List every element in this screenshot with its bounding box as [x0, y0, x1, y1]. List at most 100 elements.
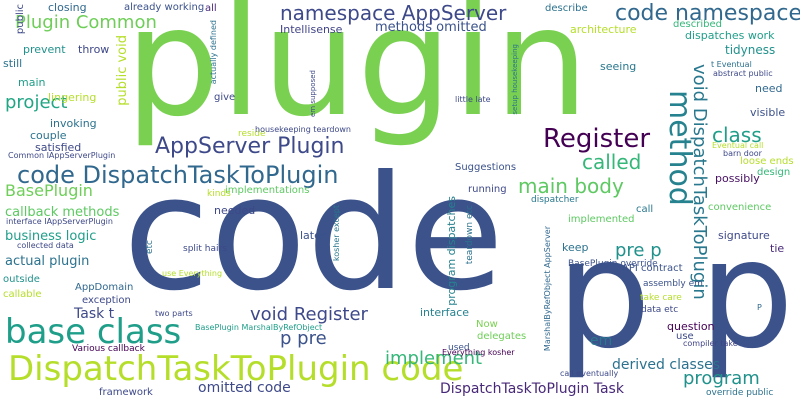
- word-delegates: delegates: [477, 331, 527, 342]
- word-common-iappserverplugin: Common IAppServerPlugin: [8, 151, 116, 160]
- word-now: Now: [476, 319, 498, 330]
- word-teardown-etc: teardown etc: [465, 205, 475, 265]
- word-needed: needed: [214, 204, 256, 217]
- word-appdomain: AppDomain: [75, 282, 134, 293]
- word-code: code: [123, 142, 505, 326]
- word-barn-door: barn door: [723, 149, 762, 158]
- word-plugin-common: Plugin Common: [15, 12, 157, 33]
- word-keep: keep: [562, 241, 589, 254]
- word-callback-methods: callback methods: [5, 205, 120, 220]
- word-plugin: plugin: [125, 0, 589, 150]
- word-question: question: [667, 320, 715, 333]
- word-project: project: [5, 92, 68, 113]
- word-still: still: [3, 57, 23, 70]
- word-suggestions: Suggestions: [455, 162, 517, 173]
- word-call: call: [636, 204, 654, 215]
- word-housekeeping-teardown: housekeeping teardown: [255, 125, 352, 134]
- word-interface-iappserverplugin: interface IAppServerPlugin: [6, 217, 113, 226]
- word-tie: tie: [770, 242, 785, 255]
- word-various-callback: Various callback: [72, 344, 145, 354]
- word-exception: exception: [82, 295, 131, 306]
- word-eventual-call: Eventual call: [712, 141, 764, 150]
- word-class: class: [712, 123, 762, 147]
- word-signature: signature: [718, 229, 770, 242]
- word-implement: implement: [385, 348, 483, 369]
- word-framework: framework: [99, 387, 153, 398]
- word-pre-p: pre p: [615, 240, 662, 261]
- word-prevent: prevent: [23, 43, 66, 56]
- word-p-small: P: [757, 303, 762, 312]
- word-loose-ends: loose ends: [740, 156, 794, 167]
- word-interface: interface: [420, 306, 470, 319]
- word-dispatchtasktoplugin-task: DispatchTaskToPlugin Task: [440, 381, 624, 397]
- word-baseplugin-marshalbyrefobject: BasePlugin MarshalByRefObject: [195, 323, 323, 332]
- word-architecture: architecture: [570, 23, 637, 36]
- word-already-working: already working: [124, 2, 205, 13]
- word-base-class: base class: [5, 312, 182, 352]
- word-outside: outside: [3, 274, 40, 285]
- word-t-eventual: t Eventual: [711, 60, 752, 69]
- word-p-pre: p pre: [280, 328, 327, 349]
- word-describe: describe: [545, 3, 588, 14]
- word-running: running: [468, 184, 507, 195]
- word-methods-omitted: methods omitted: [375, 20, 487, 35]
- word-void-dispatchtasktoplugin: void DispatchTaskToPlugin: [689, 64, 710, 300]
- word-business-logic: business logic: [5, 229, 97, 244]
- word-throw: throw: [78, 43, 110, 56]
- word-seeing: seeing: [600, 60, 637, 73]
- word-two-parts: two parts: [155, 309, 193, 318]
- word-code-dispatchtasktoplugin: code DispatchTaskToPlugin: [17, 161, 339, 189]
- word-appserver-plugin: AppServer Plugin: [155, 134, 345, 159]
- word-convenience: convenience: [708, 202, 772, 213]
- word-program: program: [683, 368, 760, 389]
- word-public: public: [15, 4, 26, 35]
- word-actually-defined: actually defined: [209, 20, 218, 85]
- word-dispatchtasktoplugin-code: DispatchTaskToPlugin code: [8, 349, 464, 389]
- word-callable: callable: [3, 289, 42, 300]
- word-tidyness: tidyness: [725, 43, 776, 57]
- word-register: Register: [543, 124, 651, 154]
- word-etc: etc: [145, 240, 155, 255]
- word-public-void: public void: [115, 35, 130, 106]
- word-assembly-em: assembly em: [643, 279, 703, 289]
- word-call-eventually: call eventually: [560, 369, 619, 378]
- word-use: use: [676, 331, 694, 342]
- word-void-register: void Register: [250, 304, 368, 325]
- word-reside: reside: [238, 129, 266, 139]
- word-satisfied: satisfied: [35, 141, 82, 154]
- word-little-late: little late: [455, 95, 491, 104]
- word-dispatcher: dispatcher: [531, 195, 579, 205]
- word-override-public: override public: [706, 388, 774, 398]
- word-need: need: [755, 82, 783, 95]
- word-baseplugin: BasePlugin: [5, 181, 93, 200]
- word-possibly: possibly: [715, 172, 760, 185]
- word-described: described: [673, 19, 722, 30]
- word-design: design: [757, 167, 791, 178]
- word-used: used: [448, 343, 470, 353]
- word-lingering: lingering: [48, 91, 97, 104]
- word-data-etc: data etc: [641, 305, 679, 315]
- word-use-everything: use Everything: [162, 269, 223, 278]
- word-split-hairs: split hairs: [183, 244, 227, 254]
- word-actual-plugin: actual plugin: [5, 254, 90, 269]
- word-kosher-except: kosher except: [332, 205, 341, 262]
- word-take-care: take care: [640, 293, 682, 303]
- word-main: main: [18, 76, 46, 89]
- word-visible: visible: [750, 106, 786, 119]
- word-implemented: implemented: [568, 214, 635, 225]
- word-code-namespace: code namespace: [615, 1, 800, 26]
- word-kinds: kinds: [207, 189, 231, 199]
- word-p-p: p p: [556, 208, 795, 382]
- word-give: give: [214, 92, 236, 103]
- word-invoking: invoking: [50, 117, 97, 130]
- word-setup-housekeeping: setup housekeeping: [511, 44, 519, 115]
- word-collected-data: collected data: [17, 241, 74, 250]
- word-omitted-code: omitted code: [198, 380, 291, 396]
- word-baseplugin-override: BasePlugin override: [568, 259, 658, 269]
- word-abstract-public: abstract public: [713, 69, 773, 78]
- word-closing: closing: [48, 1, 87, 14]
- word-dispatches-work: dispatches work: [685, 29, 775, 42]
- word-called: called: [582, 150, 642, 174]
- word-em: em: [590, 333, 613, 349]
